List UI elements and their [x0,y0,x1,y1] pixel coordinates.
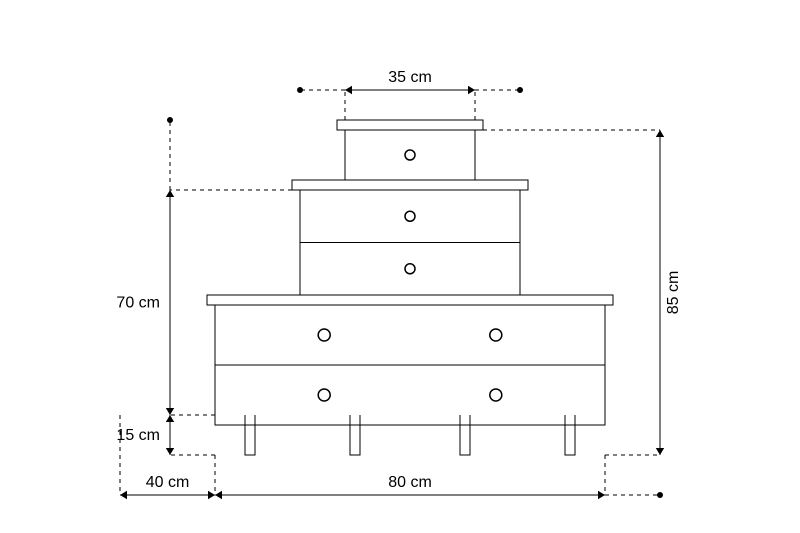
leg [350,415,360,455]
dim-bottom-width [215,455,660,495]
dim-total-height [475,130,660,455]
tier [292,180,528,295]
dim-mid-height [170,120,300,415]
tier [337,120,483,180]
dim-label-total-height: 85 cm [665,271,682,315]
dim-label-mid-height: 70 cm [116,295,160,312]
furniture [207,120,613,455]
dim-label-bottom-width: 80 cm [388,474,432,491]
leg [460,415,470,455]
dim-label-leg-height: 15 cm [116,427,160,444]
dim-leg-height [170,415,215,455]
leg [245,415,255,455]
leg [565,415,575,455]
dim-top-width [300,90,520,120]
dim-label-top-width: 35 cm [388,69,432,86]
dim-label-depth: 40 cm [146,474,190,491]
tier [207,295,613,425]
